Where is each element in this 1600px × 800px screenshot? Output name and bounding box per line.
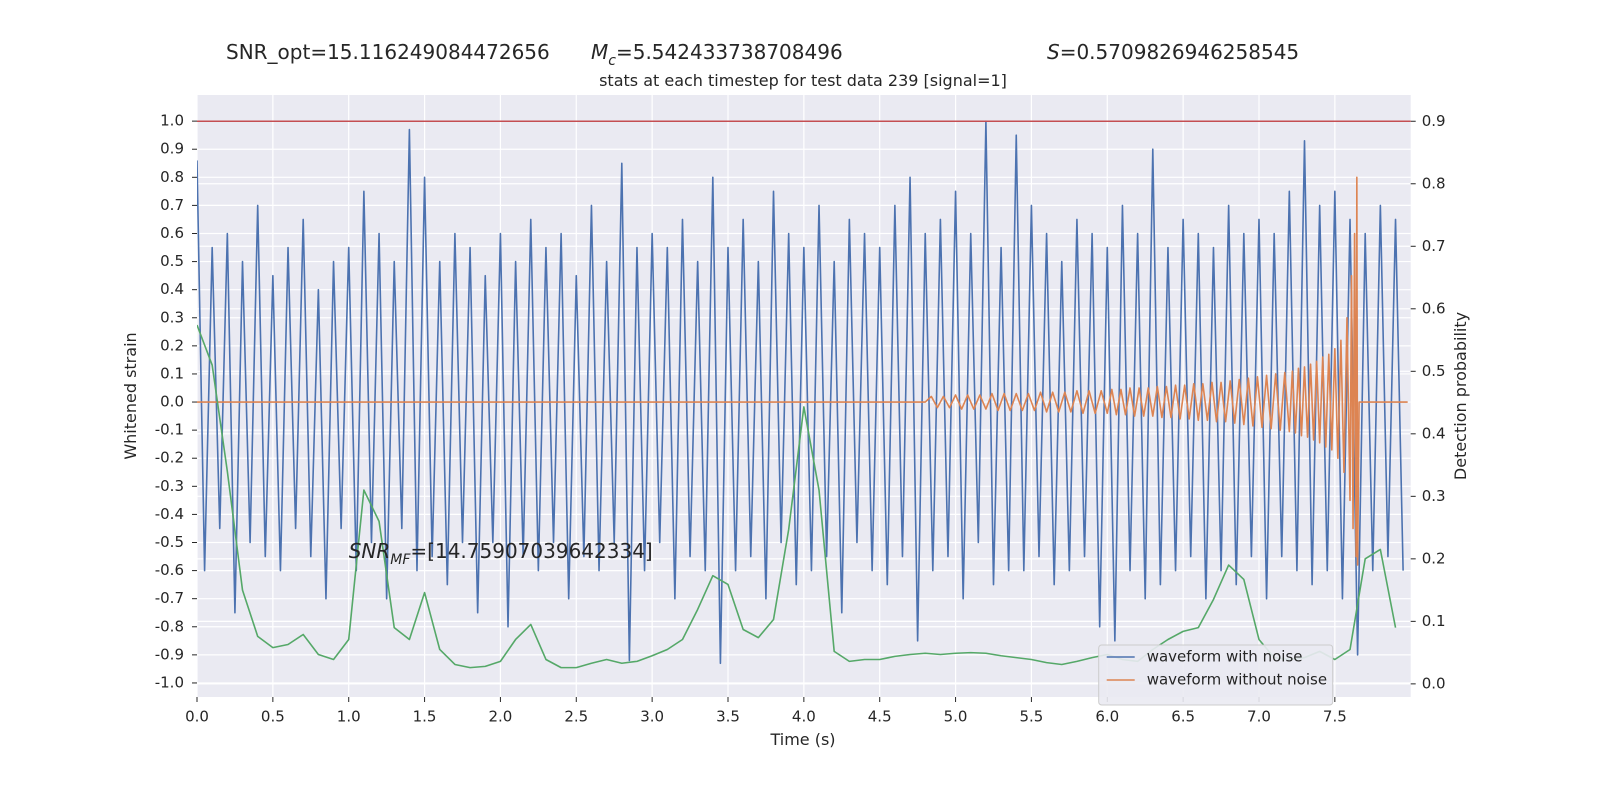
y2-tick-label: 0.8 <box>1422 174 1446 192</box>
x-tick-label: 2.0 <box>488 708 512 726</box>
text: =[14.75907039642334] <box>410 539 652 563</box>
x-tick-label: 5.0 <box>944 708 968 726</box>
x-tick-label: 2.5 <box>564 708 588 726</box>
y-axis-label: Whitened strain <box>121 332 140 459</box>
y-tick-label: 0.9 <box>160 140 184 158</box>
x-tick-label: 0.0 <box>185 708 209 726</box>
subscript: c <box>608 53 616 69</box>
y-tick-label: 0.0 <box>160 393 184 411</box>
y-tick-label: 0.5 <box>160 252 184 270</box>
y-tick-label: 1.0 <box>160 112 184 130</box>
y2-tick-label: 0.5 <box>1422 362 1446 380</box>
y2-tick-label: 0.3 <box>1422 487 1446 505</box>
header-spin: S=0.5709826946258545 <box>1047 40 1299 64</box>
series-line <box>197 324 1397 669</box>
x-tick-label: 4.0 <box>792 708 816 726</box>
y-tick-label: 0.1 <box>160 364 184 382</box>
x-tick-label: 6.5 <box>1171 708 1195 726</box>
y-tick-label: 0.4 <box>160 280 184 298</box>
legend-box <box>1098 644 1334 706</box>
symbol: M <box>591 40 608 64</box>
x-tick-label: 5.5 <box>1019 708 1043 726</box>
y2-axis-label: Detection probability <box>1451 312 1470 480</box>
y-tick-label: 0.8 <box>160 168 184 186</box>
y2-tick-label: 0.0 <box>1422 674 1446 692</box>
y2-tick-label: 0.2 <box>1422 549 1446 567</box>
legend-label: waveform without noise <box>1147 671 1327 689</box>
chart-title: stats at each timestep for test data 239… <box>599 71 1007 90</box>
y-tick-label: -0.1 <box>155 421 184 439</box>
y2-tick-label: 0.7 <box>1422 237 1446 255</box>
x-tick-label: 1.5 <box>413 708 437 726</box>
y-tick-label: -0.5 <box>155 533 184 551</box>
x-tick-label: 4.5 <box>868 708 892 726</box>
x-tick-label: 7.5 <box>1323 708 1347 726</box>
subscript: MF <box>390 552 411 568</box>
y-tick-label: -0.7 <box>155 589 184 607</box>
symbol: SNR <box>349 539 391 563</box>
y-tick-label: -0.3 <box>155 477 184 495</box>
x-tick-label: 3.5 <box>716 708 740 726</box>
y2-tick-label: 0.1 <box>1422 612 1446 630</box>
x-tick-label: 3.0 <box>640 708 664 726</box>
series-line <box>197 176 1408 566</box>
header-snr-opt: SNR_opt=15.116249084472656 <box>226 40 550 64</box>
x-tick-label: 6.0 <box>1095 708 1119 726</box>
y-tick-label: -0.4 <box>155 505 184 523</box>
y2-tick-label: 0.9 <box>1422 112 1446 130</box>
y-tick-label: 0.7 <box>160 196 184 214</box>
y2-tick-label: 0.4 <box>1422 424 1446 442</box>
text: =5.542433738708496 <box>616 40 843 64</box>
y-tick-label: 0.3 <box>160 308 184 326</box>
y-tick-label: -1.0 <box>155 673 184 691</box>
header-chirp-mass: Mc=5.542433738708496 <box>591 40 843 69</box>
x-tick-label: 0.5 <box>261 708 285 726</box>
y-tick-label: -0.9 <box>155 645 184 663</box>
annotation: SNRMF=[14.75907039642334] <box>349 539 653 568</box>
x-tick-label: 7.0 <box>1247 708 1271 726</box>
text: SNR_opt=15.116249084472656 <box>226 40 550 64</box>
legend-label: waveform with noise <box>1147 648 1303 666</box>
y-tick-label: -0.8 <box>155 617 184 635</box>
y-tick-label: -0.2 <box>155 449 184 467</box>
y-tick-label: 0.6 <box>160 224 184 242</box>
y-tick-label: -0.6 <box>155 561 184 579</box>
symbol: S <box>1047 40 1060 64</box>
series-line <box>197 120 1404 665</box>
y-tick-label: 0.2 <box>160 336 184 354</box>
text: =0.5709826946258545 <box>1060 40 1299 64</box>
y2-tick-label: 0.6 <box>1422 299 1446 317</box>
x-axis-label: Time (s) <box>769 730 835 749</box>
x-tick-label: 1.0 <box>337 708 361 726</box>
